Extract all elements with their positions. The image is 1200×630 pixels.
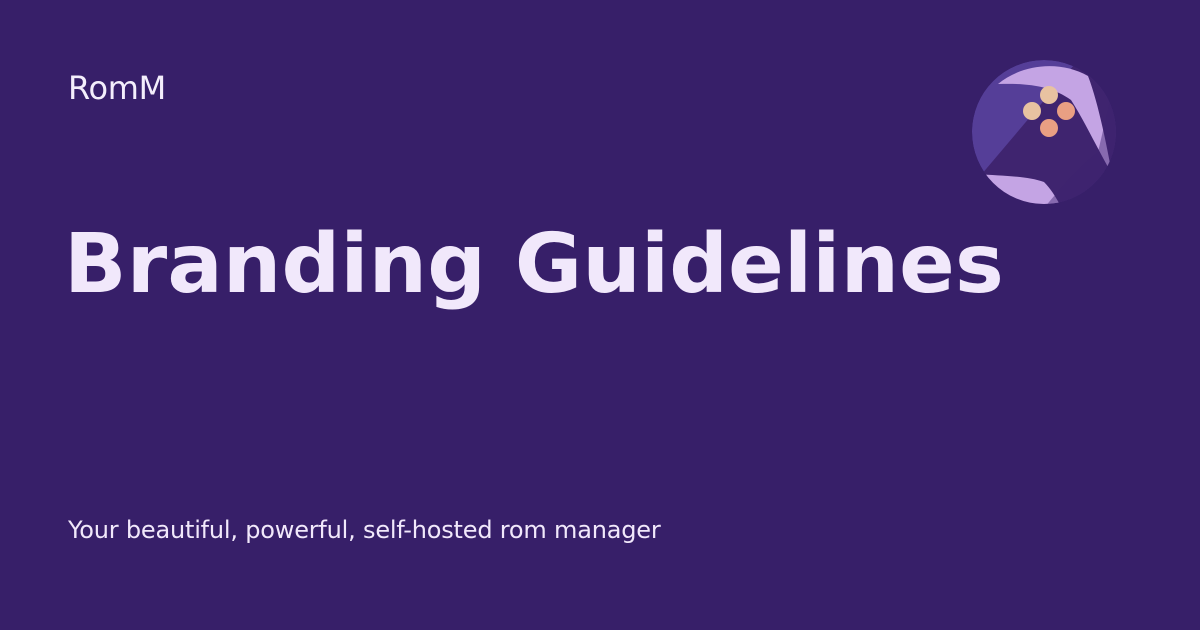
page-title: Branding Guidelines: [64, 216, 1004, 312]
logo-svg: [972, 60, 1116, 204]
logo-button-right: [1057, 102, 1075, 120]
tagline: Your beautiful, powerful, self-hosted ro…: [68, 516, 661, 544]
logo-top-highlight: [998, 66, 1112, 174]
logo-right-shade: [1044, 60, 1116, 204]
brand-name: RomM: [68, 69, 166, 107]
logo-button-top: [1040, 86, 1058, 104]
logo-button-bottom: [1040, 119, 1058, 137]
romm-controller-logo-icon: [970, 58, 1120, 208]
logo-button-left: [1023, 102, 1041, 120]
